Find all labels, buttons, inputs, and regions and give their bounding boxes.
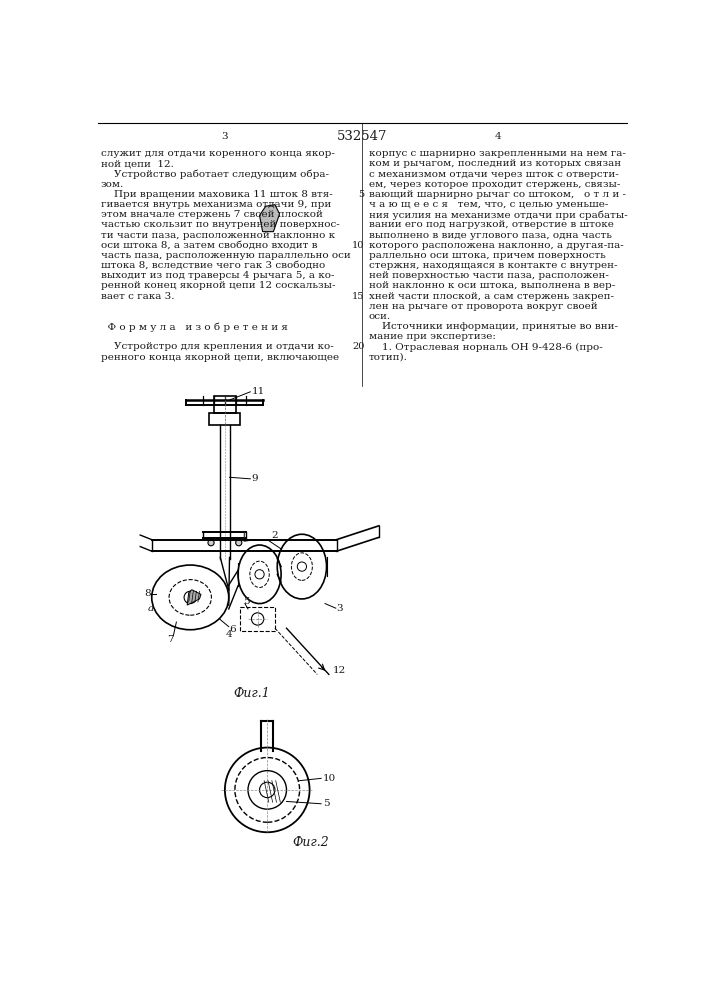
Text: 532547: 532547	[337, 130, 387, 143]
Text: ной наклонно к оси штока, выполнена в вер-: ной наклонно к оси штока, выполнена в ве…	[369, 281, 615, 290]
Text: ной цепи  12.: ной цепи 12.	[101, 159, 174, 168]
Text: раллельно оси штока, причем поверхность: раллельно оси штока, причем поверхность	[369, 251, 606, 260]
Text: зом.: зом.	[101, 180, 124, 189]
Text: Фиг.1: Фиг.1	[233, 687, 270, 700]
Text: 7: 7	[167, 635, 174, 644]
Text: мание при экспертизе:: мание при экспертизе:	[369, 332, 496, 341]
Text: 10: 10	[352, 241, 364, 250]
Text: 1. Отраслевая норналь ОН 9-428-6 (про-: 1. Отраслевая норналь ОН 9-428-6 (про-	[369, 342, 602, 352]
Text: этом вначале стержень 7 своей плоской: этом вначале стержень 7 своей плоской	[101, 210, 323, 219]
Text: 20: 20	[352, 342, 364, 351]
Text: часть паза, расположенную параллельно оси: часть паза, расположенную параллельно ос…	[101, 251, 351, 260]
Text: 6: 6	[229, 625, 236, 634]
Text: 2: 2	[271, 531, 279, 540]
Text: a: a	[148, 604, 154, 613]
Text: ком и рычагом, последний из которых связан: ком и рычагом, последний из которых связ…	[369, 159, 621, 168]
Text: выполнено в виде углового паза, одна часть: выполнено в виде углового паза, одна час…	[369, 231, 612, 240]
Text: тотип).: тотип).	[369, 353, 408, 362]
Text: хней части плоской, а сам стержень закреп-: хней части плоской, а сам стержень закре…	[369, 292, 614, 301]
Text: штока 8, вследствие чего гак 3 свободно: штока 8, вследствие чего гак 3 свободно	[101, 261, 325, 270]
Text: корпус с шарнирно закрепленными на нем га-: корпус с шарнирно закрепленными на нем г…	[369, 149, 626, 158]
Text: 8: 8	[144, 589, 151, 598]
Text: стержня, находящаяся в контакте с внутрен-: стержня, находящаяся в контакте с внутре…	[369, 261, 617, 270]
Text: с механизмом отдачи через шток с отверсти-: с механизмом отдачи через шток с отверст…	[369, 170, 619, 179]
Text: Ф о р м у л а   и з о б р е т е н и я: Ф о р м у л а и з о б р е т е н и я	[101, 322, 288, 332]
Polygon shape	[187, 590, 201, 605]
Text: лен на рычаге от проворота вокруг своей: лен на рычаге от проворота вокруг своей	[369, 302, 597, 311]
Text: ренной конец якорной цепи 12 соскальзы-: ренной конец якорной цепи 12 соскальзы-	[101, 281, 335, 290]
Text: оси.: оси.	[369, 312, 391, 321]
Text: которого расположена наклонно, а другая-па-: которого расположена наклонно, а другая-…	[369, 241, 624, 250]
Text: ния усилия на механизме отдачи при срабаты-: ния усилия на механизме отдачи при сраба…	[369, 210, 628, 220]
Text: ней поверхностью части паза, расположен-: ней поверхностью части паза, расположен-	[369, 271, 609, 280]
Text: ем, через которое проходит стержень, связы-: ем, через которое проходит стержень, свя…	[369, 180, 620, 189]
Text: 5: 5	[322, 799, 329, 808]
Text: вании его под нагрузкой, отверстие в штоке: вании его под нагрузкой, отверстие в што…	[369, 220, 614, 229]
Text: 9: 9	[252, 474, 259, 483]
Text: 5: 5	[358, 190, 364, 199]
Text: 4: 4	[495, 132, 501, 141]
Text: гивается внутрь механизма отдачи 9, при: гивается внутрь механизма отдачи 9, при	[101, 200, 331, 209]
Text: оси штока 8, а затем свободно входит в: оси штока 8, а затем свободно входит в	[101, 241, 317, 250]
Text: 4: 4	[226, 630, 232, 639]
Circle shape	[208, 540, 214, 546]
Text: частью скользит по внутренней поверхнос-: частью скользит по внутренней поверхнос-	[101, 220, 339, 229]
Text: 5: 5	[243, 597, 250, 606]
Text: 3: 3	[221, 132, 228, 141]
Text: Фиг.2: Фиг.2	[292, 836, 329, 849]
Text: 15: 15	[352, 292, 364, 301]
Text: 12: 12	[333, 666, 346, 675]
Text: Устройстро для крепления и отдачи ко-: Устройстро для крепления и отдачи ко-	[101, 342, 334, 351]
Text: ч а ю щ е е с я   тем, что, с целью уменьше-: ч а ю щ е е с я тем, что, с целью уменьш…	[369, 200, 608, 209]
Text: 1: 1	[241, 531, 247, 540]
Text: служит для отдачи коренного конца якор-: служит для отдачи коренного конца якор-	[101, 149, 335, 158]
Text: вает с гака 3.: вает с гака 3.	[101, 292, 175, 301]
Text: При вращении маховика 11 шток 8 втя-: При вращении маховика 11 шток 8 втя-	[101, 190, 333, 199]
Text: 10: 10	[322, 774, 336, 783]
Circle shape	[255, 570, 264, 579]
Text: выходит из под траверсы 4 рычага 5, а ко-: выходит из под траверсы 4 рычага 5, а ко…	[101, 271, 334, 280]
Circle shape	[235, 540, 242, 546]
Circle shape	[297, 562, 307, 571]
Text: 3: 3	[337, 604, 343, 613]
Polygon shape	[259, 205, 279, 232]
Text: вающий шарнирно рычаг со штоком,   о т л и -: вающий шарнирно рычаг со штоком, о т л и…	[369, 190, 626, 199]
Text: Устройство работает следующим обра-: Устройство работает следующим обра-	[101, 170, 329, 179]
Text: 11: 11	[252, 387, 265, 396]
Text: ти части паза, расположенной наклонно к: ти части паза, расположенной наклонно к	[101, 231, 335, 240]
Text: Источники информации, принятые во вни-: Источники информации, принятые во вни-	[369, 322, 618, 331]
Text: ренного конца якорной цепи, включающее: ренного конца якорной цепи, включающее	[101, 353, 339, 362]
